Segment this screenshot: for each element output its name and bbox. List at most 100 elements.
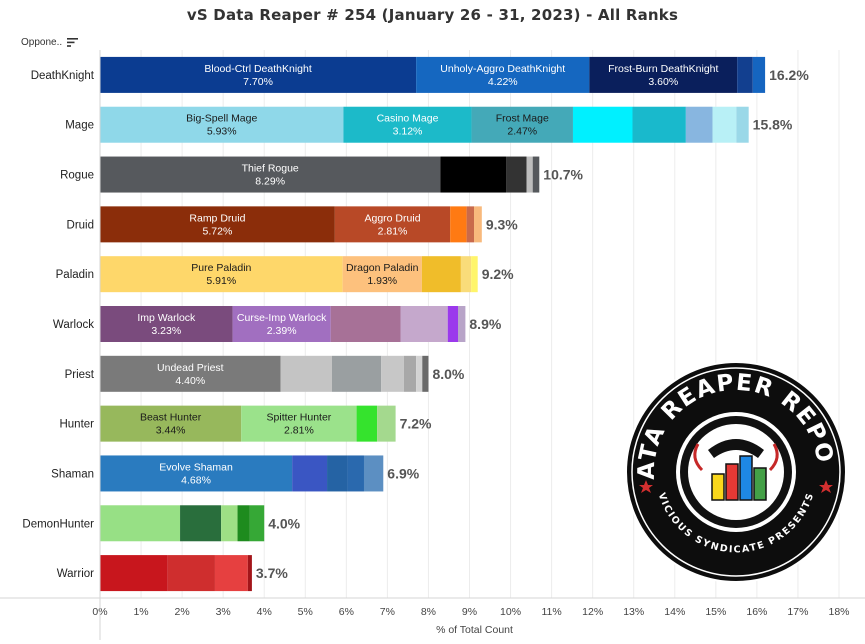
x-tick-label: 3% bbox=[216, 606, 231, 618]
bar-row-rogue[interactable] bbox=[100, 156, 540, 193]
bar-row-warrior[interactable] bbox=[100, 555, 252, 592]
bar-segment-demonhunter-1[interactable] bbox=[180, 505, 222, 542]
category-label-deathknight: DeathKnight bbox=[31, 70, 95, 82]
total-label-warrior: 3.7% bbox=[256, 565, 288, 581]
bar-segment-mage-4[interactable] bbox=[632, 106, 686, 143]
bar-segment-warlock-4[interactable] bbox=[447, 306, 459, 342]
bar-segment-curse-imp-warlock[interactable] bbox=[232, 306, 331, 342]
bar-segment-shaman-4[interactable] bbox=[363, 455, 384, 492]
bar-segment-aggro-druid[interactable] bbox=[334, 206, 451, 243]
bar-segment-mage-3[interactable] bbox=[572, 106, 633, 143]
bar-segment-shaman-3[interactable] bbox=[347, 455, 364, 492]
segment-name-label: Frost Mage bbox=[496, 113, 549, 125]
star-right-icon bbox=[819, 480, 833, 493]
bar-segment-mage-5[interactable] bbox=[685, 106, 713, 143]
bar-segment-casino-mage[interactable] bbox=[343, 106, 472, 143]
bar-segment-spitter-hunter[interactable] bbox=[241, 405, 357, 442]
bar-segment-warlock-5[interactable] bbox=[458, 306, 466, 342]
bar-segment-hunter-2[interactable] bbox=[356, 405, 378, 442]
category-label-demonhunter: DemonHunter bbox=[22, 518, 94, 530]
bar-segment-paladin-3[interactable] bbox=[460, 256, 472, 293]
category-label-paladin: Paladin bbox=[56, 269, 94, 281]
total-label-warlock: 8.9% bbox=[469, 316, 501, 332]
bar-segment-deathknight-3[interactable] bbox=[737, 56, 753, 93]
bar-segment-unholy-aggro-deathknight[interactable] bbox=[416, 56, 590, 93]
bar-segment-priest-5[interactable] bbox=[416, 355, 423, 392]
bar-segment-rogue-2[interactable] bbox=[506, 156, 527, 193]
segment-value-label: 4.22% bbox=[488, 76, 518, 88]
sort-header[interactable]: Oppone.. bbox=[21, 37, 79, 48]
bar-segment-demonhunter-3[interactable] bbox=[237, 505, 250, 542]
reaper-mascot-icon bbox=[693, 439, 779, 472]
bar-row-hunter[interactable] bbox=[100, 405, 396, 442]
segment-value-label: 3.23% bbox=[151, 325, 181, 337]
bar-segment-paladin-4[interactable] bbox=[471, 256, 478, 293]
x-axis-title: % of Total Count bbox=[436, 624, 513, 636]
bar-segment-warrior-1[interactable] bbox=[167, 555, 215, 592]
segment-name-label: Casino Mage bbox=[377, 113, 439, 125]
bar-row-druid[interactable] bbox=[100, 206, 482, 243]
bar-segment-warrior-3[interactable] bbox=[247, 555, 252, 592]
bar-segment-priest-3[interactable] bbox=[381, 355, 404, 392]
bar-segment-thief-rogue[interactable] bbox=[100, 156, 441, 193]
bar-row-mage[interactable] bbox=[100, 106, 749, 143]
bar-row-paladin[interactable] bbox=[100, 256, 478, 293]
bar-segment-paladin-2[interactable] bbox=[421, 256, 461, 293]
bar-segment-dragon-paladin[interactable] bbox=[342, 256, 422, 293]
x-tick-label: 2% bbox=[175, 606, 190, 618]
bar-segment-shaman-2[interactable] bbox=[327, 455, 348, 492]
bar-segment-priest-6[interactable] bbox=[422, 355, 429, 392]
bar-segment-druid-4[interactable] bbox=[474, 206, 482, 243]
bar-segment-pure-paladin[interactable] bbox=[100, 256, 343, 293]
bar-segment-priest-1[interactable] bbox=[280, 355, 332, 392]
segment-name-label: Evolve Shaman bbox=[159, 461, 233, 473]
bar-segment-demonhunter-0[interactable] bbox=[100, 505, 181, 542]
bar-segment-rogue-3[interactable] bbox=[526, 156, 533, 193]
bar-row-shaman[interactable] bbox=[100, 455, 384, 492]
bar-row-demonhunter[interactable] bbox=[100, 505, 265, 542]
bar-segment-blood-ctrl-deathknight[interactable] bbox=[100, 56, 417, 93]
segment-name-label: Blood-Ctrl DeathKnight bbox=[204, 63, 311, 75]
bar-segment-imp-warlock[interactable] bbox=[100, 306, 233, 342]
bar-segment-rogue-4[interactable] bbox=[532, 156, 540, 193]
bar-segment-mage-7[interactable] bbox=[736, 106, 749, 143]
bar-segment-warlock-3[interactable] bbox=[400, 306, 448, 342]
bar-segment-ramp-druid[interactable] bbox=[100, 206, 335, 243]
bar-row-deathknight[interactable] bbox=[100, 56, 766, 93]
bar-segment-undead-priest[interactable] bbox=[100, 355, 281, 392]
segment-name-label: Pure Paladin bbox=[191, 262, 251, 274]
segment-value-label: 4.40% bbox=[175, 375, 205, 387]
bar-segment-priest-4[interactable] bbox=[403, 355, 417, 392]
bar-segment-shaman-1[interactable] bbox=[292, 455, 328, 492]
bar-segment-frost-mage[interactable] bbox=[471, 106, 573, 143]
axis-header-label: Oppone.. bbox=[21, 37, 63, 48]
bar-row-warlock[interactable] bbox=[100, 306, 466, 342]
x-tick-label: 15% bbox=[705, 606, 726, 618]
bar-row-priest[interactable] bbox=[100, 355, 429, 392]
bar-segment-warrior-0[interactable] bbox=[100, 555, 168, 592]
segment-value-label: 8.29% bbox=[255, 176, 285, 188]
bar-segment-warrior-2[interactable] bbox=[214, 555, 248, 592]
bar-segment-deathknight-4[interactable] bbox=[752, 56, 766, 93]
data-reaper-report-logo: DATA REAPER REPORT VICIOUS SYNDICATE PRE… bbox=[622, 358, 847, 583]
bar-segment-big-spell-mage[interactable] bbox=[100, 106, 344, 143]
bar-segment-frost-burn-deathknight[interactable] bbox=[589, 56, 738, 93]
bar-segment-priest-2[interactable] bbox=[331, 355, 382, 392]
segment-value-label: 2.39% bbox=[267, 325, 297, 337]
bar-segment-rogue-1[interactable] bbox=[440, 156, 507, 193]
x-tick-label: 4% bbox=[257, 606, 272, 618]
bar-segment-druid-3[interactable] bbox=[466, 206, 475, 243]
bar-segment-hunter-3[interactable] bbox=[377, 405, 396, 442]
bar-segment-mage-6[interactable] bbox=[712, 106, 737, 143]
bar-segment-evolve-shaman[interactable] bbox=[100, 455, 293, 492]
x-tick-label: 11% bbox=[541, 606, 561, 618]
sort-descending-icon[interactable] bbox=[67, 38, 79, 47]
segment-value-label: 5.93% bbox=[207, 126, 237, 138]
total-label-druid: 9.3% bbox=[486, 216, 518, 232]
bar-segment-warlock-2[interactable] bbox=[330, 306, 401, 342]
bar-segment-beast-hunter[interactable] bbox=[100, 405, 242, 442]
segment-value-label: 5.72% bbox=[203, 225, 233, 237]
bar-segment-druid-2[interactable] bbox=[450, 206, 467, 243]
bar-segment-demonhunter-4[interactable] bbox=[249, 505, 265, 542]
bar-segment-demonhunter-2[interactable] bbox=[221, 505, 238, 542]
